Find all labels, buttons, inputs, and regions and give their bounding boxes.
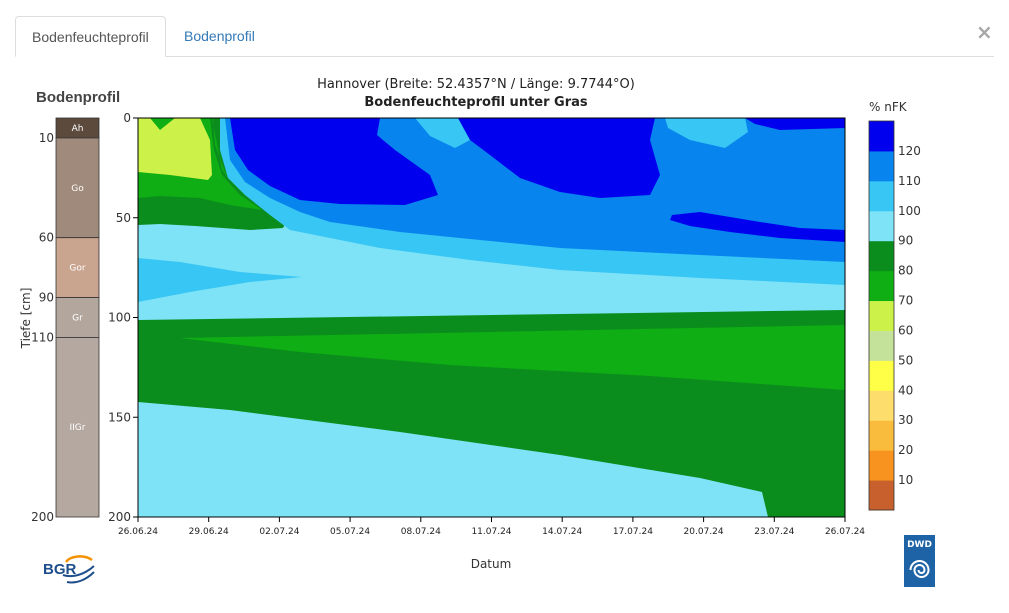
soil-depth-label: 110: [31, 330, 54, 344]
y-tick-label: 0: [123, 111, 131, 125]
soil-horizon: [55, 237, 100, 298]
soil-horizon-label: Ah: [72, 124, 84, 134]
x-tick-label: 08.07.24: [401, 527, 441, 537]
colorbar-segment: [869, 240, 894, 272]
x-tick-label: 20.07.24: [684, 527, 724, 537]
soil-horizon: [55, 137, 100, 239]
colorbar-segment: [869, 180, 894, 212]
soil-horizon-label: Gor: [69, 264, 85, 274]
soil-horizon-label: Go: [71, 184, 84, 194]
soil-depth-label: 200: [31, 510, 54, 524]
band-120-plus-4: [670, 212, 845, 242]
colorbar-tick-label: 120: [898, 144, 921, 158]
colorbar-segment: [869, 360, 894, 391]
colorbar-label: % nFK: [869, 100, 908, 114]
x-tick-label: 11.07.24: [471, 527, 511, 537]
x-tick-label: 14.07.24: [542, 527, 582, 537]
colorbar-segment: [869, 121, 894, 152]
colorbar-tick-label: 80: [898, 264, 913, 278]
y-tick-label: 150: [108, 410, 131, 424]
x-tick-label: 29.06.24: [189, 527, 229, 537]
band-120-plus-3: [745, 118, 845, 130]
colorbar-segment: [869, 420, 894, 451]
colorbar-segment: [869, 270, 894, 302]
x-tick-label: 02.07.24: [259, 527, 299, 537]
y-tick-label: 200: [108, 510, 131, 524]
x-axis-label: Datum: [471, 557, 512, 571]
colorbar-segment: [869, 300, 894, 331]
band-120-plus-2: [440, 118, 660, 198]
colorbar-tick-label: 50: [898, 353, 913, 367]
x-axis: 26.06.24 29.06.24 02.07.24 05.07.24 08.07.24…: [118, 517, 865, 537]
svg-text:DWD: DWD: [907, 540, 932, 550]
colorbar-segment: [869, 450, 894, 481]
bgr-logo: BGR: [43, 555, 95, 584]
tab-bodenfeuchteprofil[interactable]: Bodenfeuchteprofil: [15, 16, 166, 57]
colorbar-tick-label: 90: [898, 234, 913, 248]
moisture-heatmap: [137, 117, 846, 518]
soil-horizon: [55, 297, 100, 338]
chart-title: Hannover (Breite: 52.4357°N / Länge: 9.7…: [317, 77, 635, 92]
band-100-110-finger: [138, 258, 302, 302]
y-tick-label: 100: [108, 311, 131, 325]
soil-horizon-label: IIGr: [70, 423, 86, 433]
colorbar-segment: [869, 330, 894, 361]
soil-profile-title: Bodenprofil: [36, 89, 120, 106]
soil-depth-label: 90: [39, 291, 54, 305]
tab-bodenprofil[interactable]: Bodenprofil: [184, 28, 255, 44]
colorbar-tick-label: 20: [898, 443, 913, 457]
colorbar-segment: [869, 480, 894, 511]
x-tick-label: 26.07.24: [825, 527, 865, 537]
soil-horizon-label: Gr: [72, 314, 83, 324]
colorbar-tick-label: 70: [898, 294, 913, 308]
dwd-logo: DWD: [904, 535, 935, 587]
colorbar-tick-label: 110: [898, 174, 921, 188]
tab-bar: Bodenfeuchteprofil Bodenprofil: [15, 16, 994, 57]
x-tick-label: 23.07.24: [754, 527, 794, 537]
colorbar-tick-label: 60: [898, 323, 913, 337]
band-70-80-mid: [180, 325, 845, 390]
colorbar-segment: [869, 390, 894, 421]
x-tick-label: 26.06.24: [118, 527, 158, 537]
band-100-110-patch-b: [665, 118, 748, 148]
colorbar-tick-label: 40: [898, 383, 913, 397]
colorbar-tick-label: 30: [898, 413, 913, 427]
y-tick-label: 50: [116, 211, 131, 225]
colorbar-border: [868, 120, 895, 511]
x-tick-label: 17.07.24: [613, 527, 653, 537]
colorbar-segment: [869, 210, 894, 242]
band-120-plus: [230, 118, 438, 205]
svg-text:BGR: BGR: [43, 561, 77, 578]
colorbar-segment: [869, 150, 894, 182]
y-axis-label: Tiefe [cm]: [19, 288, 33, 350]
soil-horizon: [55, 337, 100, 518]
y-axis: 0 50 100 150 200: [108, 111, 138, 524]
soil-depth-label: 10: [39, 131, 54, 145]
colorbar-tick-label: 100: [898, 204, 921, 218]
soil-column: Ah Go Gor Gr IIGr 10 60 90 110 200: [31, 117, 100, 524]
close-icon[interactable]: ×: [976, 20, 993, 44]
colorbar: 10 20 30 40 50 60 70 80 90 100 110 120: [868, 120, 921, 511]
soil-depth-label: 60: [39, 231, 54, 245]
chart-subtitle: Bodenfeuchteprofil unter Gras: [364, 95, 588, 110]
colorbar-tick-label: 10: [898, 473, 913, 487]
band-100-110-patch-a: [415, 118, 470, 148]
x-tick-label: 05.07.24: [330, 527, 370, 537]
band-60-70-patch: [138, 118, 212, 180]
